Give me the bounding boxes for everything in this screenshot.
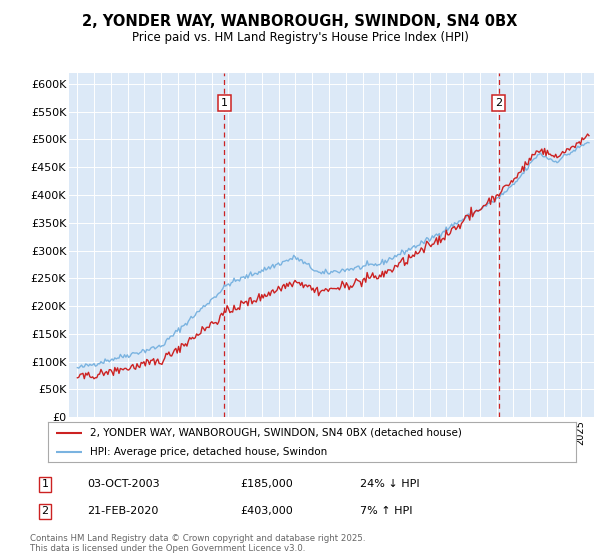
Text: 2, YONDER WAY, WANBOROUGH, SWINDON, SN4 0BX: 2, YONDER WAY, WANBOROUGH, SWINDON, SN4 …: [82, 14, 518, 29]
Text: 2: 2: [41, 506, 49, 516]
Text: 2: 2: [495, 99, 502, 108]
Text: 2, YONDER WAY, WANBOROUGH, SWINDON, SN4 0BX (detached house): 2, YONDER WAY, WANBOROUGH, SWINDON, SN4 …: [90, 428, 462, 438]
Text: £185,000: £185,000: [240, 479, 293, 489]
Text: 1: 1: [221, 99, 227, 108]
Text: Price paid vs. HM Land Registry's House Price Index (HPI): Price paid vs. HM Land Registry's House …: [131, 31, 469, 44]
Text: HPI: Average price, detached house, Swindon: HPI: Average price, detached house, Swin…: [90, 447, 328, 458]
Text: 21-FEB-2020: 21-FEB-2020: [87, 506, 158, 516]
Text: 24% ↓ HPI: 24% ↓ HPI: [360, 479, 419, 489]
Text: This data is licensed under the Open Government Licence v3.0.: This data is licensed under the Open Gov…: [30, 544, 305, 553]
Text: Contains HM Land Registry data © Crown copyright and database right 2025.: Contains HM Land Registry data © Crown c…: [30, 534, 365, 543]
Text: 1: 1: [41, 479, 49, 489]
Text: £403,000: £403,000: [240, 506, 293, 516]
Text: 03-OCT-2003: 03-OCT-2003: [87, 479, 160, 489]
Text: 7% ↑ HPI: 7% ↑ HPI: [360, 506, 413, 516]
